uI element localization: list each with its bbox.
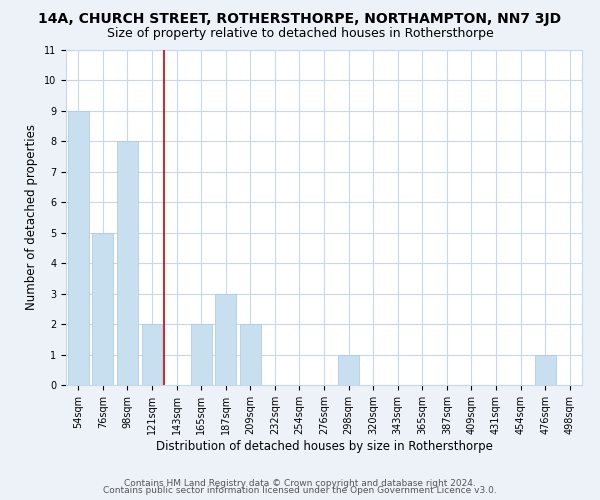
Bar [117, 142, 138, 385]
Bar [68, 111, 89, 385]
X-axis label: Distribution of detached houses by size in Rothersthorpe: Distribution of detached houses by size … [155, 440, 493, 452]
Bar [142, 324, 163, 385]
Bar [535, 354, 556, 385]
Text: Contains HM Land Registry data © Crown copyright and database right 2024.: Contains HM Land Registry data © Crown c… [124, 478, 476, 488]
Bar [338, 354, 359, 385]
Bar [215, 294, 236, 385]
Bar [92, 232, 113, 385]
Bar [240, 324, 261, 385]
Text: Size of property relative to detached houses in Rothersthorpe: Size of property relative to detached ho… [107, 28, 493, 40]
Text: Contains public sector information licensed under the Open Government Licence v3: Contains public sector information licen… [103, 486, 497, 495]
Bar [191, 324, 212, 385]
Y-axis label: Number of detached properties: Number of detached properties [25, 124, 38, 310]
Text: 14A, CHURCH STREET, ROTHERSTHORPE, NORTHAMPTON, NN7 3JD: 14A, CHURCH STREET, ROTHERSTHORPE, NORTH… [38, 12, 562, 26]
